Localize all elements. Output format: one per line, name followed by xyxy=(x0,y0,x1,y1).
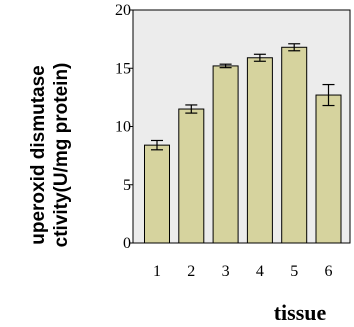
y-axis-label: uperoxid dismutase ctivity(U/mg protein) xyxy=(28,63,72,248)
y-tick-label: 5 xyxy=(123,177,131,194)
y-tick-label: 10 xyxy=(115,119,131,136)
y-tick-label: 20 xyxy=(115,2,131,19)
y-axis-label-line-1: uperoxid dismutase xyxy=(28,65,49,245)
y-tick-label: 15 xyxy=(115,60,131,77)
y-axis-label-line-2: ctivity(U/mg protein) xyxy=(51,63,72,248)
bar xyxy=(281,46,308,244)
x-axis-label: tissue xyxy=(274,300,327,325)
x-tick-label: 5 xyxy=(290,263,298,280)
x-tick-label: 1 xyxy=(153,263,161,280)
bars xyxy=(144,43,342,244)
x-tick-labels: 1 2 3 4 5 6 xyxy=(153,263,333,280)
bar xyxy=(212,65,239,244)
bar xyxy=(144,144,170,244)
x-tick-label: 3 xyxy=(222,263,230,280)
bar xyxy=(246,57,273,244)
x-tick-label: 4 xyxy=(256,263,264,280)
y-ticks: 0 5 10 15 20 xyxy=(115,2,133,252)
bar xyxy=(178,108,205,244)
x-tick-label: 2 xyxy=(187,263,195,280)
bar xyxy=(315,94,342,244)
y-tick-label: 0 xyxy=(123,235,131,252)
x-tick-label: 6 xyxy=(325,263,333,280)
